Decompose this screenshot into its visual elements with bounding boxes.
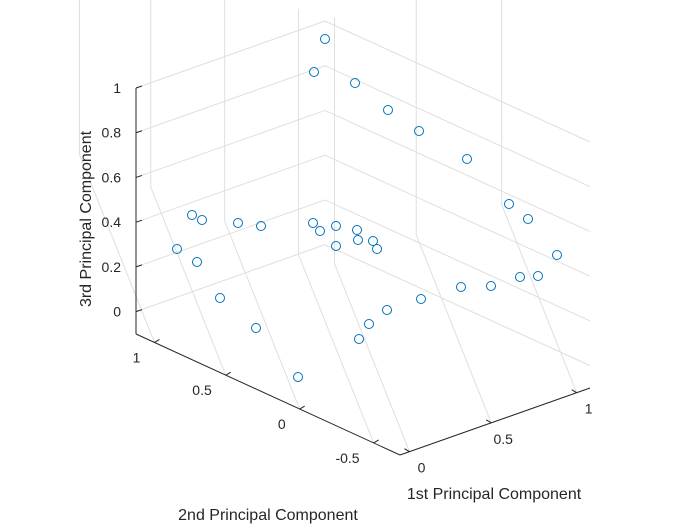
data-point [352, 225, 362, 235]
left-wall-grid-z-3 [135, 109, 326, 178]
z-tick-mark-3 [135, 174, 143, 178]
z-tick-label: 0.4 [102, 214, 122, 230]
data-point [353, 235, 363, 245]
left-wall-grid-z-2 [135, 154, 326, 223]
data-point [331, 221, 341, 231]
right-wall-grid-z-1 [324, 199, 591, 322]
right-wall-grid-z-3 [324, 109, 591, 232]
right-wall-grid-z-5 [324, 20, 591, 143]
z-tick-label: 1 [113, 80, 121, 96]
y-axis-title: 2nd Principal Component [178, 507, 358, 524]
data-point [368, 236, 378, 246]
data-point [515, 272, 525, 282]
z-tick-mark-0 [135, 309, 143, 313]
y-tick-mark-3 [154, 339, 160, 343]
z-tick-label: 0.2 [102, 259, 122, 275]
floor-grid-y-1 [224, 220, 301, 410]
x-tick-mark-2 [571, 389, 577, 394]
data-point [172, 244, 182, 254]
y-tick-mark-0 [373, 439, 379, 444]
data-point [364, 319, 374, 329]
data-point [533, 271, 543, 281]
data-point [462, 154, 472, 164]
data-point [308, 218, 318, 228]
data-point [354, 334, 364, 344]
data-point [187, 210, 197, 220]
data-point [331, 241, 341, 251]
data-point [192, 257, 202, 267]
y-tick-mark-1 [299, 405, 305, 410]
floor-grid-x-1 [415, 234, 492, 424]
x-axis-line [399, 387, 591, 456]
data-point [382, 305, 392, 315]
y-axis-line [135, 333, 401, 456]
data-point [372, 244, 382, 254]
data-point [320, 34, 330, 44]
data-point [215, 293, 225, 303]
data-point [251, 323, 261, 333]
x-tick-label: 0.5 [493, 431, 513, 447]
left-wall-grid-z-1 [135, 199, 326, 268]
x-tick-label: 0 [418, 460, 426, 476]
right-wall-grid-z-0 [324, 244, 591, 367]
floor-grid-x-0 [334, 263, 410, 452]
data-points [172, 34, 562, 382]
data-point [504, 199, 514, 209]
y-tick-label: 0.5 [192, 382, 212, 398]
data-point [315, 226, 325, 236]
data-point [416, 294, 426, 304]
z-tick-mark-4 [135, 130, 143, 134]
z-axis-title: 3rd Principal Component [78, 130, 95, 307]
data-point [414, 126, 424, 136]
data-point [523, 214, 533, 224]
data-point [197, 215, 207, 225]
data-point [456, 282, 466, 292]
data-point [350, 78, 360, 88]
y-tick-label: 1 [133, 349, 141, 365]
axis-box [135, 85, 591, 456]
floor-grid-y-2 [150, 186, 227, 376]
tick-labels: 0 0.5 1 -0.5 0 0.5 1 0 0.2 0.4 0.6 0.8 1 [102, 80, 593, 476]
z-tick-mark-5 [135, 85, 143, 89]
data-point [233, 218, 243, 228]
data-point [256, 221, 266, 231]
right-wall-grid-z-2 [324, 154, 591, 277]
x-axis-title: 1st Principal Component [407, 486, 582, 503]
x-tick-label: 1 [585, 401, 593, 417]
right-wall-grid-z-4 [324, 65, 591, 188]
data-point [486, 281, 496, 291]
y-tick-mark-2 [225, 371, 232, 376]
y-tick-label: 0 [278, 416, 286, 432]
z-tick-label: 0.8 [102, 125, 122, 141]
data-point [552, 250, 562, 260]
grid-lines [78, 0, 591, 452]
floor-grid-y-0 [298, 254, 375, 444]
y-tick-label: -0.5 [335, 450, 359, 466]
x-tick-mark-0 [404, 448, 410, 453]
x-tick-mark-1 [485, 419, 492, 424]
z-tick-label: 0.6 [102, 169, 122, 185]
data-point [293, 372, 303, 382]
data-point [309, 67, 319, 77]
z-tick-mark-1 [135, 264, 143, 268]
floor-grid-y-3 [79, 154, 155, 343]
left-wall-grid-z-5 [135, 20, 326, 89]
z-tick-mark-2 [135, 219, 143, 223]
data-point [383, 105, 393, 115]
z-tick-label: 0 [113, 304, 121, 320]
left-wall-grid-z-0 [135, 244, 326, 313]
left-wall-grid-z-4 [135, 65, 326, 134]
floor-grid-x-2 [501, 204, 578, 393]
